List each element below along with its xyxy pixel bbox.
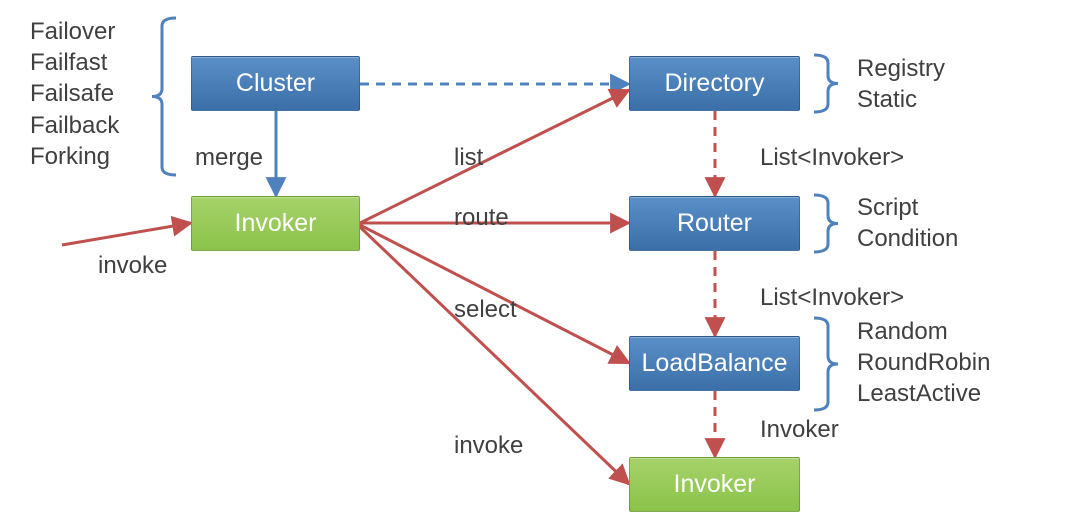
bracket-bracket-directory	[814, 55, 838, 112]
label-list-invoker-1: List<Invoker>	[760, 144, 904, 172]
router-options-list: Script Condition	[857, 192, 958, 254]
label-list: list	[454, 144, 483, 172]
bracket-bracket-lb	[814, 318, 838, 410]
bracket-bracket-cluster	[152, 18, 176, 175]
node-invoker-bot: Invoker	[629, 457, 800, 512]
node-directory: Directory	[629, 56, 800, 111]
label-invoke-out: invoke	[454, 432, 523, 460]
bracket-bracket-router	[814, 195, 838, 252]
arrow-invoke-in	[62, 223, 191, 245]
label-merge: merge	[195, 144, 263, 172]
node-cluster: Cluster	[191, 56, 360, 111]
label-list-invoker-2: List<Invoker>	[760, 284, 904, 312]
node-loadbalance: LoadBalance	[629, 336, 800, 391]
loadbalance-options-list: Random RoundRobin LeastActive	[857, 316, 990, 410]
node-invoker-top: Invoker	[191, 196, 360, 251]
directory-options-list: Registry Static	[857, 53, 945, 115]
label-route: route	[454, 204, 509, 232]
node-router: Router	[629, 196, 800, 251]
arrow-invoker-to-lb	[360, 225, 629, 363]
label-select: select	[454, 296, 517, 324]
label-invoke-in: invoke	[98, 252, 167, 280]
label-invoker: Invoker	[760, 416, 839, 444]
cluster-options-list: Failover Failfast Failsafe Failback Fork…	[30, 16, 119, 172]
